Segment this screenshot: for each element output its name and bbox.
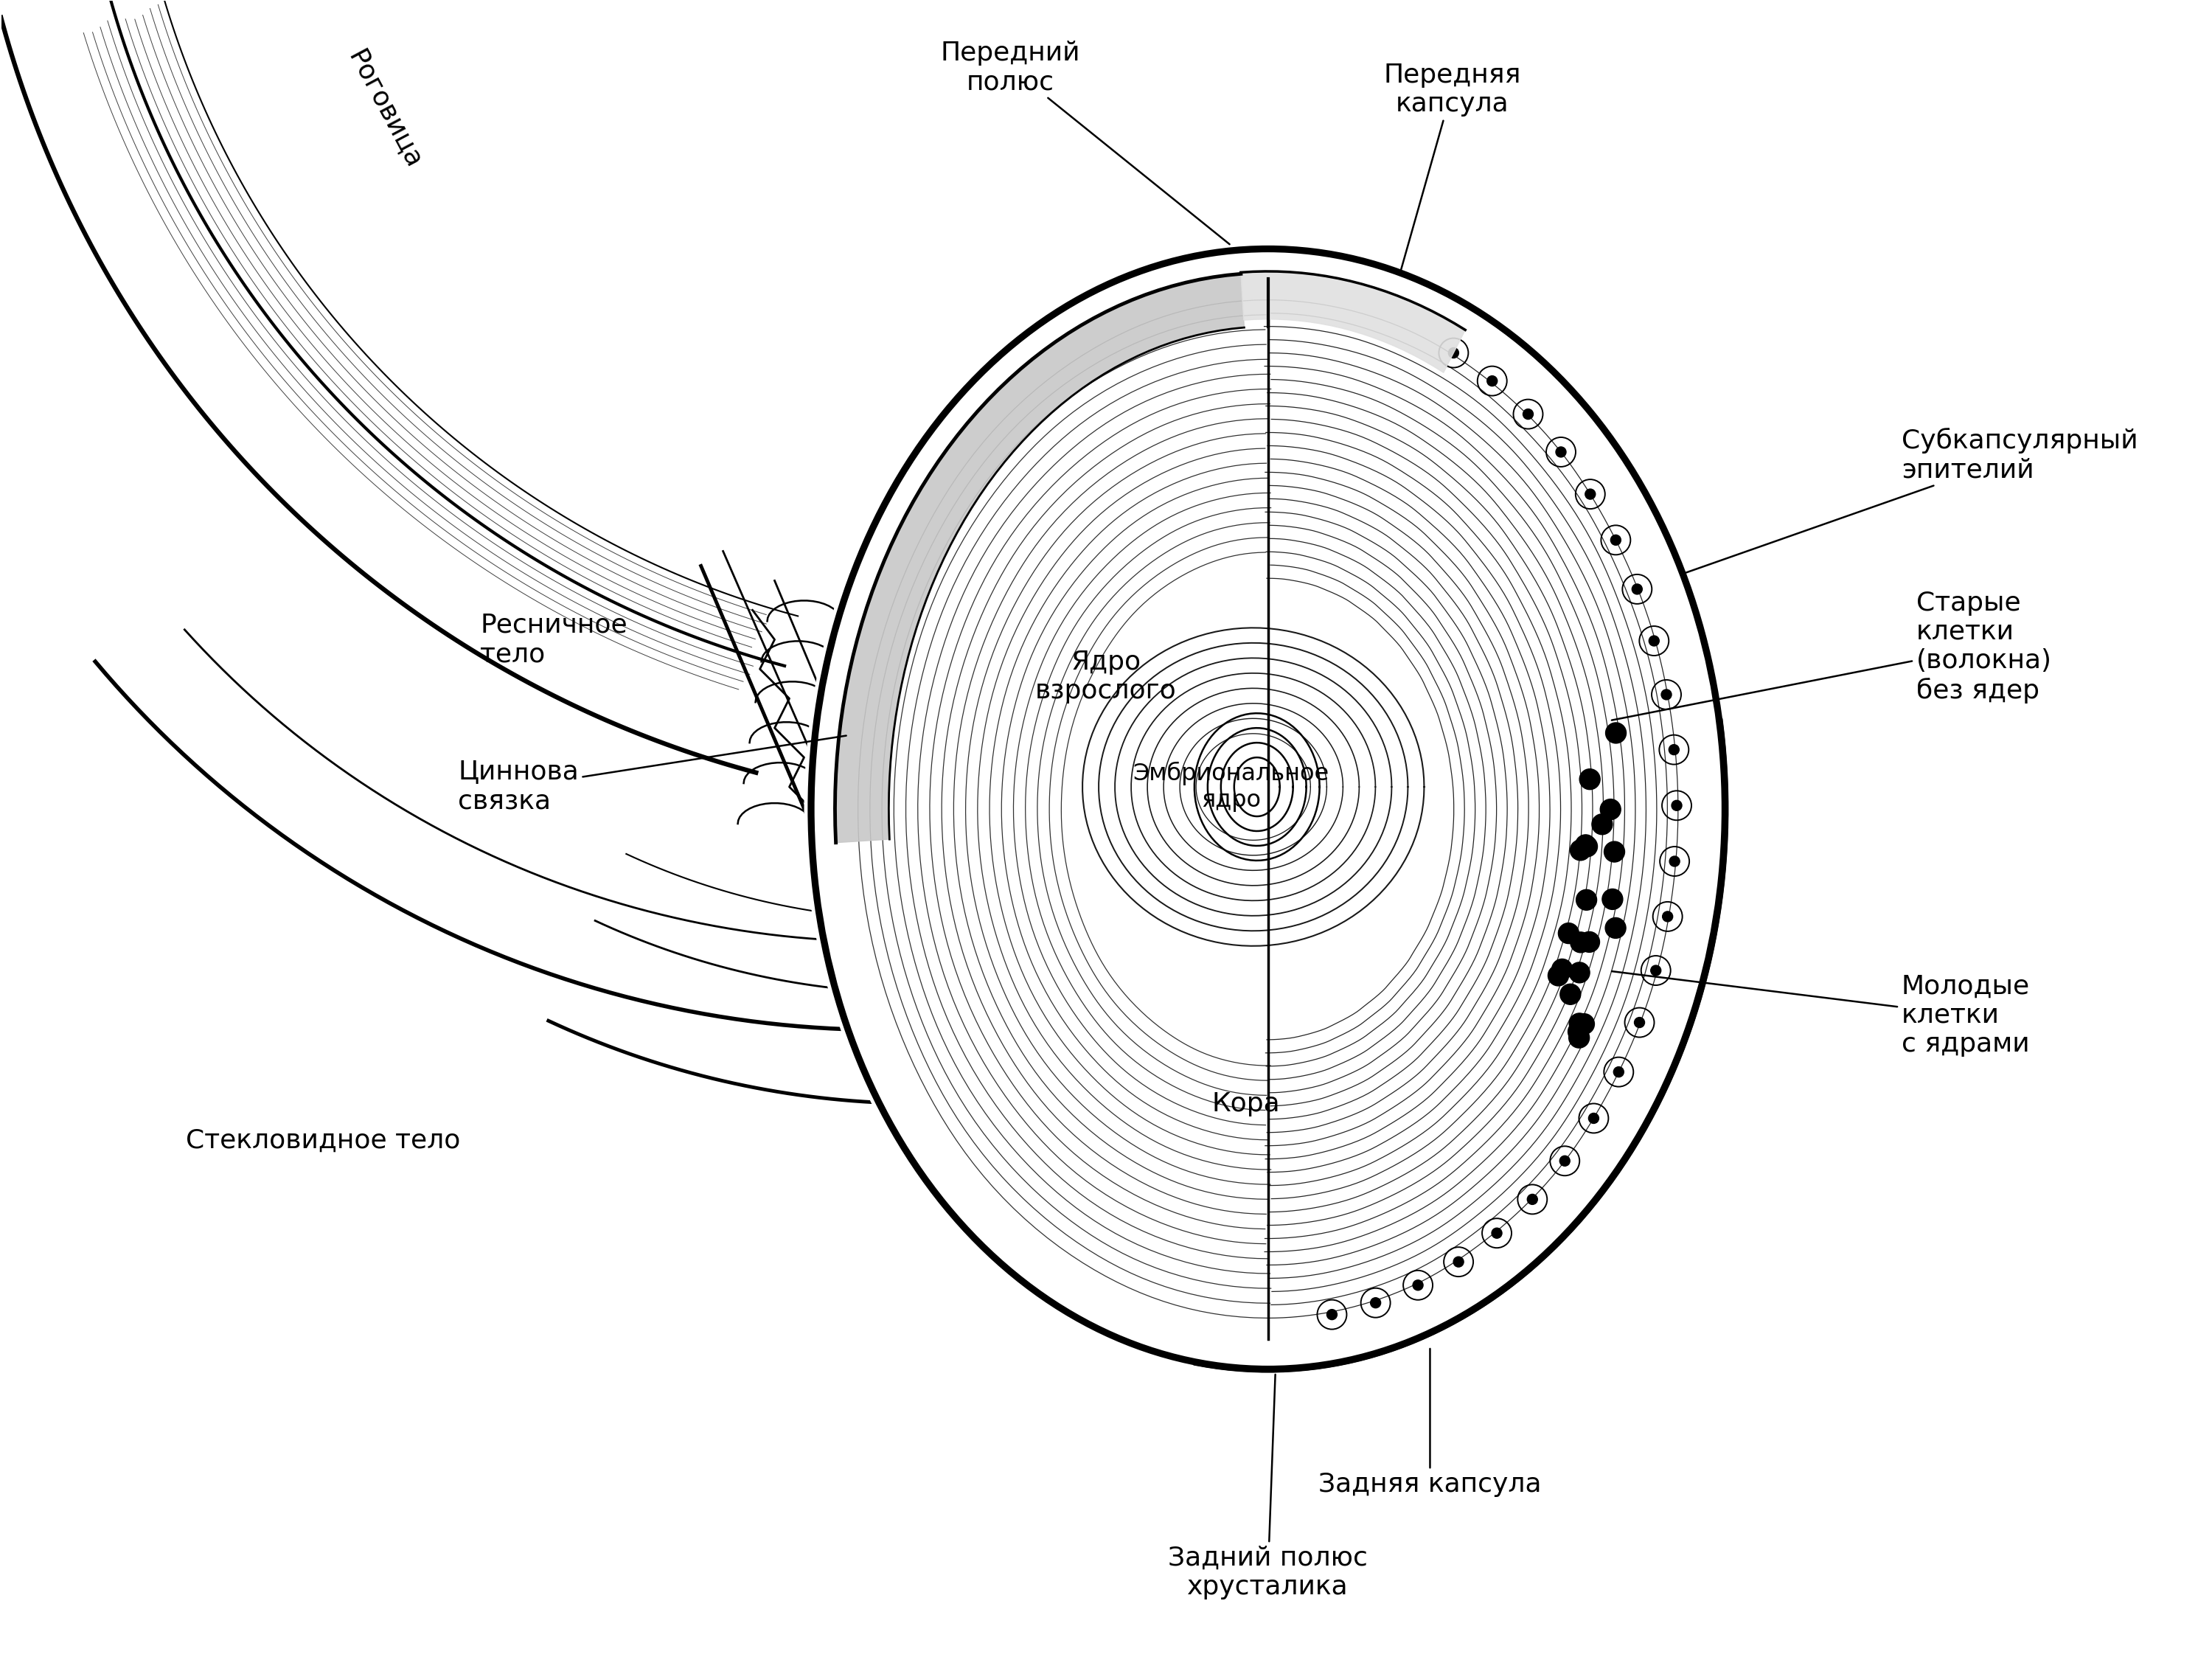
Circle shape (1577, 890, 1597, 910)
Circle shape (1663, 911, 1672, 921)
Circle shape (1571, 840, 1590, 860)
Circle shape (1632, 583, 1641, 595)
Text: Задняя капсула: Задняя капсула (1318, 1349, 1542, 1496)
Circle shape (1648, 636, 1659, 646)
Circle shape (1559, 984, 1582, 1004)
Text: Молодые
клетки
с ядрами: Молодые клетки с ядрами (1613, 971, 2031, 1057)
Text: Циннова
связка: Циннова связка (458, 736, 847, 814)
Circle shape (1568, 963, 1590, 983)
Circle shape (1586, 489, 1595, 499)
Circle shape (1650, 966, 1661, 976)
Polygon shape (834, 273, 1243, 843)
Circle shape (1599, 799, 1621, 820)
Circle shape (1593, 814, 1613, 835)
Polygon shape (1241, 272, 1464, 373)
Text: Роговица: Роговица (343, 46, 427, 172)
Text: Старые
клетки
(волокна)
без ядер: Старые клетки (волокна) без ядер (1613, 590, 2053, 721)
Circle shape (1601, 888, 1624, 910)
Circle shape (1604, 842, 1624, 862)
Circle shape (1526, 1195, 1537, 1205)
Circle shape (1568, 1021, 1588, 1042)
Circle shape (1413, 1279, 1422, 1291)
Text: Передний
полюс: Передний полюс (940, 40, 1230, 244)
Circle shape (1610, 535, 1621, 545)
Circle shape (1606, 722, 1626, 744)
Circle shape (1635, 1017, 1646, 1027)
Circle shape (1588, 1114, 1599, 1123)
Circle shape (1579, 769, 1599, 789)
Circle shape (1553, 959, 1573, 979)
Circle shape (1548, 966, 1568, 986)
Circle shape (1575, 835, 1595, 855)
Circle shape (1491, 1228, 1502, 1238)
Circle shape (1571, 931, 1590, 953)
Circle shape (1661, 689, 1672, 699)
Circle shape (1606, 918, 1626, 938)
Circle shape (1327, 1309, 1336, 1319)
Text: Эмбриональное
ядро: Эмбриональное ядро (1133, 762, 1329, 812)
Circle shape (1577, 837, 1597, 857)
Circle shape (1522, 409, 1533, 419)
Text: Стекловидное тело: Стекловидное тело (186, 1128, 460, 1153)
Circle shape (1559, 1157, 1571, 1167)
Text: Ресничное
тело: Ресничное тело (480, 613, 628, 666)
Circle shape (1573, 1014, 1595, 1034)
Circle shape (1579, 931, 1599, 953)
Circle shape (1613, 1067, 1624, 1077)
Ellipse shape (805, 242, 1732, 1375)
Circle shape (1371, 1297, 1380, 1307)
Text: Задний полюс
хрусталика: Задний полюс хрусталика (1168, 1374, 1367, 1599)
Text: Передняя
капсула: Передняя капсула (1382, 63, 1522, 270)
Circle shape (1555, 447, 1566, 457)
Circle shape (1453, 1256, 1464, 1268)
Text: Субкапсулярный
эпителий: Субкапсулярный эпителий (1686, 428, 2137, 573)
Circle shape (1670, 857, 1679, 867)
Circle shape (1568, 1027, 1590, 1047)
Text: Ядро
взрослого: Ядро взрослого (1035, 650, 1177, 704)
Circle shape (1449, 348, 1458, 358)
Text: Кора: Кора (1212, 1090, 1281, 1117)
Circle shape (1568, 1012, 1590, 1034)
Circle shape (1557, 923, 1579, 943)
Circle shape (1668, 744, 1679, 756)
Circle shape (1486, 376, 1498, 386)
Circle shape (1672, 800, 1681, 810)
